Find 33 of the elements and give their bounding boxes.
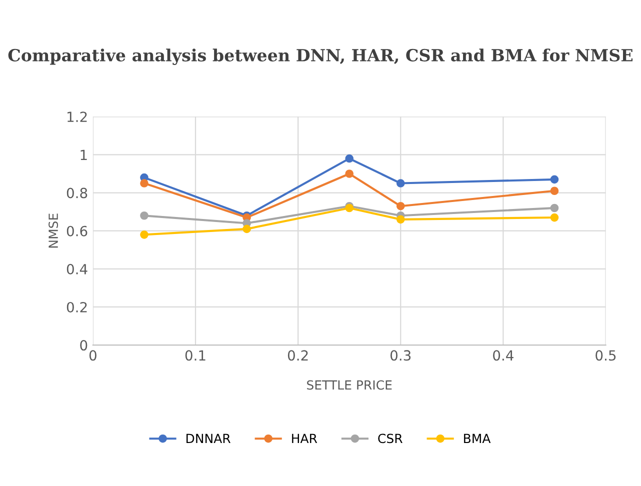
point	[242, 224, 251, 234]
legend-label: HAR	[292, 434, 318, 443]
point	[550, 213, 559, 222]
point	[550, 175, 559, 184]
x-tick-label: 0.3	[390, 350, 411, 361]
x-tick-label: 0.2	[288, 350, 308, 361]
point	[140, 211, 148, 220]
point	[345, 154, 354, 163]
legend-label: CSR	[378, 434, 402, 444]
x-axis-title: SETTLE PRICE	[307, 380, 392, 390]
x-tick-label: 0.4	[493, 350, 514, 361]
y-tick-label: 0.4	[66, 264, 88, 274]
point	[345, 170, 354, 178]
y-tick-label: 0.6	[66, 226, 88, 236]
point	[396, 202, 405, 210]
y-axis-title: NMSE	[48, 214, 58, 248]
point	[140, 230, 148, 239]
legend-label: BMA	[464, 434, 491, 443]
legend-label: DNNAR	[186, 434, 230, 443]
point	[396, 215, 405, 224]
point	[550, 186, 559, 196]
y-tick-label: 0.2	[66, 302, 87, 312]
y-tick-label: 0.8	[66, 188, 88, 198]
point	[140, 179, 148, 188]
x-tick-label: 0.1	[185, 350, 206, 361]
y-tick-label: 1	[80, 150, 87, 160]
point	[396, 179, 405, 188]
point	[550, 204, 559, 212]
y-tick-label: 1.2	[68, 112, 87, 122]
chart-title: Comparative analysis between DNN, HAR, CSR and BMA for NMSE	[8, 48, 633, 65]
y-tick-label: 0	[80, 340, 88, 351]
x-tick-label: 0	[89, 350, 96, 361]
x-tick-label: 0.5	[596, 350, 616, 361]
